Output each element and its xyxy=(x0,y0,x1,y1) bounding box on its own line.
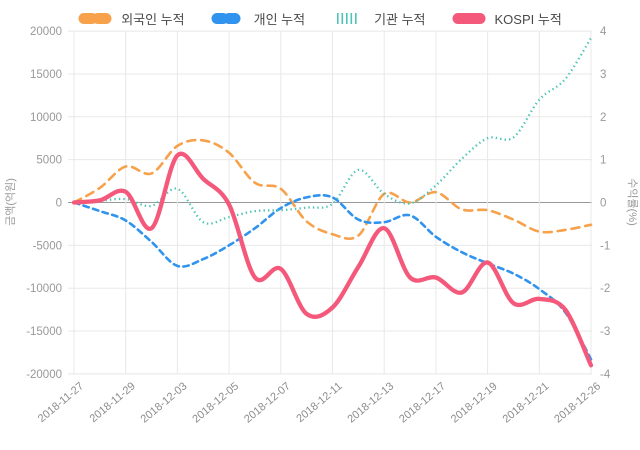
legend-swatch-institution-icon xyxy=(337,12,360,24)
right-axis-tick: 1 xyxy=(600,155,606,167)
series-line-2 xyxy=(73,37,592,225)
legend: 외국인 누적 개인 누적 기관 누적 KOSPI 누적 xyxy=(0,6,640,30)
left-axis-title: 금액(억원) xyxy=(4,178,17,226)
legend-item-kospi[interactable]: KOSPI 누적 xyxy=(452,9,562,28)
x-axis-tick: 2018-12-21 xyxy=(501,380,552,425)
right-axis-tick: -1 xyxy=(600,240,610,252)
gridlines xyxy=(68,30,592,375)
x-axis-tick: 2018-12-05 xyxy=(190,380,241,425)
x-axis-tick: 2018-11-27 xyxy=(36,380,86,425)
legend-label-individual: 개인 누적 xyxy=(253,11,306,27)
legend-swatch-individual-icon xyxy=(211,12,245,24)
left-axis-tick: 20000 xyxy=(30,26,62,38)
left-axis-tick: 0 xyxy=(56,198,62,210)
left-axis-tick: 10000 xyxy=(30,112,62,124)
x-axis-tick: 2018-11-29 xyxy=(88,380,138,425)
left-axis-tick: 5000 xyxy=(36,155,62,167)
left-axis-tick: -15000 xyxy=(26,326,62,338)
x-axis-tick: 2018-12-11 xyxy=(294,380,344,425)
right-axis-title: 수익률(%) xyxy=(626,178,639,225)
x-axis-tick: 2018-12-26 xyxy=(552,380,603,425)
series-line-0 xyxy=(72,138,593,240)
legend-item-institution[interactable]: 기관 누적 xyxy=(331,9,426,28)
x-axis-tick: 2018-12-07 xyxy=(242,380,293,425)
right-axis-tick: -4 xyxy=(600,369,611,381)
x-axis-tick: 2018-12-19 xyxy=(449,380,500,425)
left-axis-tick: -20000 xyxy=(26,369,62,381)
legend-swatch-kospi-icon xyxy=(452,12,486,24)
right-axis-tick: 0 xyxy=(600,198,606,210)
left-axis-tick: -10000 xyxy=(26,283,62,295)
right-axis-tick: 4 xyxy=(600,26,607,38)
legend-item-individual[interactable]: 개인 누적 xyxy=(211,9,305,28)
legend-swatch-foreign-icon xyxy=(78,12,112,24)
legend-label-foreign: 외국인 누적 xyxy=(121,11,185,27)
x-axis-tick: 2018-12-13 xyxy=(345,380,396,425)
legend-label-kospi: KOSPI 누적 xyxy=(494,11,562,27)
right-axis-tick: -2 xyxy=(600,283,610,295)
x-axis-tick: 2018-12-03 xyxy=(139,380,190,425)
series-line-3 xyxy=(71,151,594,368)
right-axis-tick: -3 xyxy=(600,326,610,338)
right-axis-tick: 2 xyxy=(600,112,606,124)
legend-label-institution: 기관 누적 xyxy=(374,11,426,27)
left-axis-tick: -5000 xyxy=(33,240,62,252)
left-axis-tick: 15000 xyxy=(30,69,62,81)
x-axis-tick: 2018-12-17 xyxy=(397,380,448,425)
right-axis-tick: 3 xyxy=(600,69,606,81)
series-line-1 xyxy=(72,193,593,361)
legend-item-foreign[interactable]: 외국인 누적 xyxy=(78,9,185,28)
